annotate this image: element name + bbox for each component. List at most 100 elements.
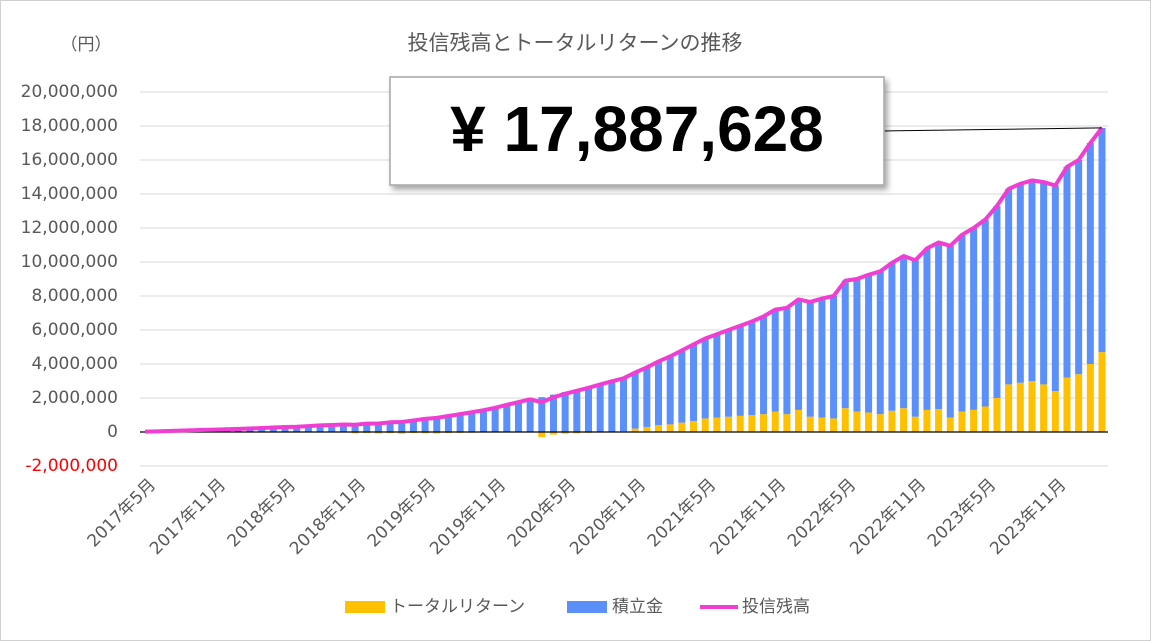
contribution-bar — [690, 344, 698, 421]
contribution-bar — [549, 394, 557, 432]
y-tick-label: 4,000,000 — [31, 354, 118, 374]
return-bar — [433, 432, 441, 434]
contribution-bar — [1098, 127, 1106, 353]
return-bar — [398, 432, 406, 434]
return-bar — [783, 414, 791, 432]
return-bar — [538, 432, 546, 438]
contribution-bar — [526, 399, 534, 432]
contribution-bar — [736, 325, 744, 416]
contribution-bar — [1028, 180, 1036, 381]
contribution-bar — [281, 427, 289, 432]
contribution-bar — [596, 384, 604, 432]
unit-label: （円） — [61, 35, 112, 55]
return-bar — [351, 432, 359, 434]
chart-title: 投信残高とトータルリターンの推移 — [408, 31, 743, 55]
legend-label: 積立金 — [612, 597, 663, 617]
contribution-bar — [655, 361, 663, 426]
return-bar — [666, 424, 674, 432]
balance-line — [144, 126, 1104, 434]
contribution-bar — [409, 419, 417, 432]
return-bar — [1028, 381, 1036, 432]
contribution-bar — [514, 402, 522, 432]
legend-label: 投信残高 — [742, 597, 810, 617]
y-tick-label: 16,000,000 — [21, 150, 118, 170]
contribution-bar — [339, 424, 347, 432]
contribution-bar — [725, 330, 733, 417]
y-tick-label: 18,000,000 — [21, 116, 118, 136]
contribution-bar — [619, 378, 628, 431]
return-bar — [888, 410, 896, 432]
return-bar — [1040, 384, 1048, 432]
contribution-bar — [678, 350, 686, 423]
contribution-bar — [1086, 143, 1094, 364]
contribution-bar — [433, 416, 441, 432]
contribution-bar — [503, 404, 511, 432]
y-tick-label: 12,000,000 — [21, 218, 118, 238]
return-bar — [1016, 382, 1024, 432]
contribution-bar — [748, 321, 756, 415]
contribution-bar — [316, 425, 324, 432]
return-bar — [701, 418, 709, 432]
contribution-bar — [900, 256, 908, 409]
return-bar — [713, 417, 721, 432]
return-bar — [1098, 352, 1106, 432]
y-tick-label: 2,000,000 — [31, 388, 118, 408]
return-bar — [1075, 374, 1083, 432]
contribution-bar — [818, 298, 826, 418]
return-bar — [993, 398, 1001, 432]
contribution-bar — [970, 228, 978, 410]
callout-text: ¥ 17,887,628 — [450, 93, 824, 165]
return-bar — [935, 409, 943, 432]
return-bar — [923, 409, 931, 432]
return-bar — [748, 415, 756, 432]
contribution-bar — [830, 296, 838, 419]
y-tick-label: 8,000,000 — [31, 286, 118, 306]
return-bar — [1063, 377, 1071, 432]
contribution-bar — [806, 301, 814, 417]
contribution-bar — [573, 389, 581, 432]
contribution-bar — [853, 279, 861, 412]
contribution-bar — [1005, 188, 1013, 385]
return-bar — [771, 411, 779, 432]
return-bar — [1086, 364, 1094, 432]
leader-line — [883, 127, 1103, 132]
contribution-bar — [911, 260, 919, 417]
contribution-bar — [865, 274, 873, 413]
legend-swatch — [567, 601, 607, 613]
contribution-bar — [841, 280, 849, 409]
return-bar — [549, 432, 557, 435]
contribution-bar — [783, 307, 791, 415]
return-bar — [573, 432, 581, 434]
return-bar — [631, 428, 639, 432]
y-tick-label: -2,000,000 — [25, 456, 118, 476]
return-bar — [970, 409, 978, 432]
return-bar — [841, 408, 849, 432]
contribution-bar — [958, 234, 966, 412]
return-bar — [643, 426, 651, 432]
return-bar — [1005, 384, 1013, 432]
contribution-bar — [269, 427, 277, 432]
legend-swatch — [345, 601, 385, 613]
contribution-bar — [456, 413, 464, 432]
contribution-bar — [363, 422, 371, 432]
contribution-bar — [701, 338, 709, 419]
callout-box — [389, 76, 885, 186]
contribution-bar — [1040, 182, 1048, 385]
contribution-bar — [421, 417, 429, 432]
y-tick-label: 10,000,000 — [21, 252, 118, 272]
contribution-bar — [876, 271, 884, 415]
y-tick-label: 20,000,000 — [21, 82, 118, 102]
return-bar — [690, 420, 698, 432]
return-bar — [561, 432, 569, 434]
contribution-bar — [631, 372, 639, 429]
contribution-bar — [538, 397, 546, 432]
contribution-bar — [479, 409, 487, 432]
contribution-bar — [398, 420, 406, 432]
return-bar — [981, 406, 989, 432]
contribution-bar — [304, 426, 312, 432]
contribution-bar — [643, 367, 651, 427]
contribution-bar — [981, 219, 989, 407]
return-bar — [1051, 391, 1059, 432]
contribution-bar — [608, 381, 616, 432]
